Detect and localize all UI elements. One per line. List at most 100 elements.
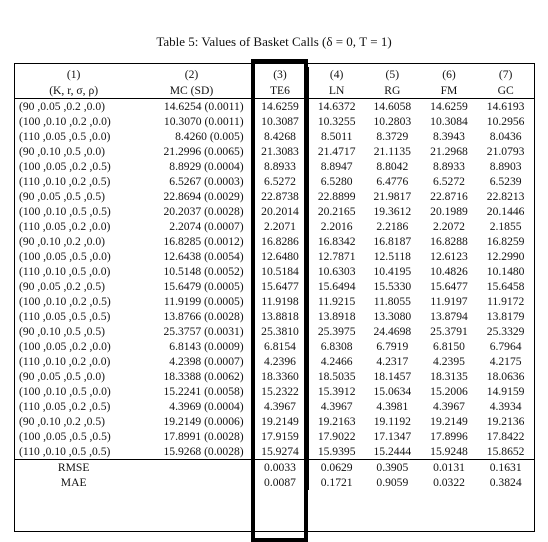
value-cell: 2.2186 (376, 220, 409, 233)
value-cell: 21.3083 (261, 145, 299, 158)
header-label: GC (497, 83, 514, 97)
table-row: (110 ,0.05 ,0.2 ,0.0) 2.2074 (0.0007) 2.20… (15, 219, 534, 234)
value-cell: 14.6259 (261, 100, 299, 113)
value-cell: 4.3934 (489, 400, 522, 413)
value-cell: 15.6479 (0.0005) (132, 279, 252, 294)
parameter-cell: (110 ,0.05 ,0.5 ,0.0) (19, 130, 111, 143)
table-row: (90 ,0.05 ,0.5 ,0.5) 22.8694 (0.0029) 22.8… (15, 189, 534, 204)
table-row: (100 ,0.10 ,0.2 ,0.5) 11.9199 (0.0005) 11.… (15, 294, 534, 309)
parameter-cell: (90 ,0.05 ,0.5 ,0.0) (19, 370, 105, 383)
value-cell: 19.2149 (261, 415, 299, 428)
value-cell: 6.7919 (376, 340, 409, 353)
value-cell: 4.3969 (0.0004) (132, 399, 252, 414)
value-cell: 22.8694 (0.0029) (132, 189, 252, 204)
value-cell: 15.6477 (261, 280, 299, 293)
value-cell: 17.8422 (486, 430, 525, 443)
parameter-cell: (110 ,0.10 ,0.5 ,0.5) (19, 445, 111, 458)
summary-value: 0.3905 (376, 461, 409, 474)
summary-section: RMSE 0.0033 0.0629 0.3905 0.0131 0.1631 MAE 0.0… (15, 460, 534, 490)
table-row: (100 ,0.05 ,0.5 ,0.5) 17.8991 (0.0028) 17.… (15, 429, 534, 444)
value-cell: 24.4698 (373, 325, 412, 338)
summary-value: 0.0322 (433, 476, 465, 489)
value-cell: 10.2956 (486, 115, 525, 128)
value-cell: 8.3943 (433, 130, 465, 143)
value-cell: 20.2014 (261, 205, 299, 218)
value-cell: 8.4268 (264, 130, 296, 143)
value-cell: 8.4260 (0.005) (132, 129, 252, 144)
value-cell: 19.2149 (430, 415, 468, 428)
value-cell: 18.3135 (430, 370, 468, 383)
value-cell: 4.2396 (264, 355, 296, 368)
parameter-cell: (110 ,0.10 ,0.5 ,0.0) (19, 265, 111, 278)
summary-label: RMSE (57, 461, 90, 474)
value-cell: 15.2006 (430, 385, 468, 398)
value-cell: 4.3981 (376, 400, 409, 413)
value-cell: 10.5184 (261, 265, 299, 278)
value-cell: 4.3967 (264, 400, 296, 413)
value-cell: 6.5267 (0.0003) (132, 174, 252, 189)
header-number: (3) (273, 68, 287, 81)
value-cell: 10.3255 (308, 114, 364, 129)
header-label: (K, r, σ, ρ) (49, 83, 99, 97)
value-cell: 6.5239 (489, 175, 522, 188)
summary-value: 0.0033 (264, 461, 296, 474)
table-row: (100 ,0.05 ,0.2 ,0.0) 6.8143 (0.0009) 6.81… (15, 339, 534, 354)
value-cell: 11.9172 (487, 295, 525, 308)
value-cell: 6.7964 (489, 340, 522, 353)
value-cell: 13.3080 (373, 310, 412, 323)
value-cell: 14.6058 (373, 100, 412, 113)
parameter-cell: (90 ,0.05 ,0.5 ,0.5) (19, 190, 105, 203)
value-cell: 17.1347 (373, 430, 412, 443)
table-row: (100 ,0.10 ,0.5 ,0.0) 15.2241 (0.0058) 15.… (15, 384, 534, 399)
header-number: (5) (385, 68, 400, 81)
table-row: (90 ,0.05 ,0.5 ,0.0) 18.3388 (0.0062) 18.3… (15, 369, 534, 384)
table-caption: Table 5: Values of Basket Calls (δ = 0, … (156, 34, 392, 49)
parameter-cell: (90 ,0.10 ,0.2 ,0.5) (19, 415, 105, 428)
value-cell: 15.5330 (373, 280, 412, 293)
table-grid: (1) (2) (3) (4) (5) (6) (7) (K, r, σ, ρ)… (15, 67, 534, 490)
value-cell: 8.8933 (264, 160, 296, 173)
value-cell: 19.2136 (486, 415, 525, 428)
table-row: (100 ,0.05 ,0.5 ,0.0) 12.6438 (0.0054) 12.… (15, 249, 534, 264)
parameter-cell: (100 ,0.10 ,0.2 ,0.0) (19, 115, 111, 128)
parameter-cell: (100 ,0.05 ,0.2 ,0.5) (19, 160, 111, 173)
value-cell: 19.2149 (0.0006) (132, 414, 252, 429)
value-cell: 13.8794 (430, 310, 468, 323)
table-row: (100 ,0.10 ,0.2 ,0.0) 10.3070 (0.0011) 10.… (15, 114, 534, 129)
value-cell: 6.8143 (0.0009) (132, 339, 252, 354)
value-cell: 15.9395 (308, 444, 364, 459)
value-cell: 6.5272 (433, 175, 465, 188)
header-number: (4) (308, 67, 364, 83)
value-cell: 18.3360 (261, 370, 299, 383)
value-cell: 22.8899 (308, 189, 364, 204)
value-cell: 4.2175 (489, 355, 522, 368)
value-cell: 20.2165 (308, 204, 364, 219)
value-cell: 15.0634 (373, 385, 412, 398)
value-cell: 6.5280 (308, 174, 364, 189)
table-row: (90 ,0.05 ,0.2 ,0.0) 14.6254 (0.0011) 14.6… (15, 99, 534, 114)
table-body: (90 ,0.05 ,0.2 ,0.0) 14.6254 (0.0011) 14.6… (15, 99, 534, 459)
value-cell: 11.9215 (308, 294, 364, 309)
value-cell: 8.3729 (376, 130, 409, 143)
table-row: (110 ,0.10 ,0.5 ,0.5) 15.9268 (0.0028) 15.… (15, 444, 534, 459)
value-cell: 10.2803 (373, 115, 412, 128)
value-cell: 21.2968 (430, 145, 468, 158)
value-cell: 14.9159 (486, 385, 525, 398)
table-row: (110 ,0.10 ,0.2 ,0.0) 4.2398 (0.0007) 4.23… (15, 354, 534, 369)
table-row: (90 ,0.05 ,0.2 ,0.5) 15.6479 (0.0005) 15.6… (15, 279, 534, 294)
table-row: (90 ,0.10 ,0.5 ,0.5) 25.3757 (0.0031) 25.3… (15, 324, 534, 339)
value-cell: 21.0793 (486, 145, 525, 158)
value-cell: 15.6458 (486, 280, 525, 293)
value-cell: 15.6477 (430, 280, 468, 293)
value-cell: 18.5035 (308, 369, 364, 384)
value-cell: 21.1135 (373, 145, 411, 158)
value-cell: 17.8996 (430, 430, 468, 443)
parameter-cell: (100 ,0.05 ,0.5 ,0.0) (19, 250, 111, 263)
parameter-cell: (100 ,0.05 ,0.5 ,0.5) (19, 430, 111, 443)
header-label-row: (K, r, σ, ρ) MC (SD) TE6 LN RG FM GC (15, 82, 534, 98)
value-cell: 25.3975 (308, 324, 364, 339)
table-row: (90 ,0.10 ,0.5 ,0.0) 21.2996 (0.0065) 21.3… (15, 144, 534, 159)
summary-value: 0.0131 (433, 461, 465, 474)
value-cell: 10.3087 (261, 115, 299, 128)
value-cell: 10.1480 (486, 265, 525, 278)
